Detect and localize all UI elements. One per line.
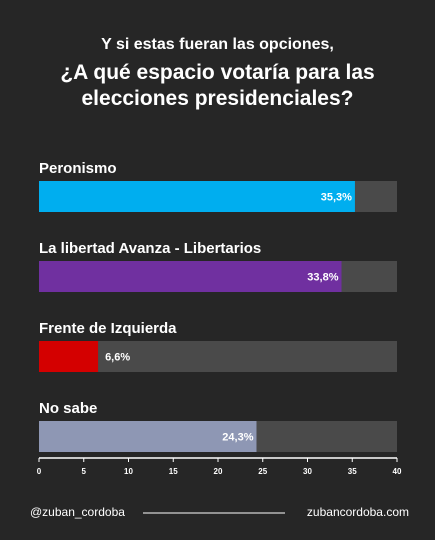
category-label: Frente de Izquierda xyxy=(39,320,177,337)
value-label: 33,8% xyxy=(307,271,338,283)
value-label: 24,3% xyxy=(222,431,253,443)
bar-track xyxy=(39,341,397,372)
x-tick-label: 25 xyxy=(258,467,267,476)
value-label: 35,3% xyxy=(321,191,352,203)
category-label: La libertad Avanza - Libertarios xyxy=(39,240,261,257)
bar xyxy=(39,341,99,372)
value-label: 6,6% xyxy=(105,351,130,363)
x-tick-label: 15 xyxy=(169,467,178,476)
bar xyxy=(39,261,342,292)
category-label: Peronismo xyxy=(39,160,117,177)
footer-right: zubancordoba.com xyxy=(307,505,409,519)
x-tick-label: 5 xyxy=(82,467,87,476)
chart-subtitle: Y si estas fueran las opciones, xyxy=(101,36,334,53)
bar xyxy=(39,421,257,452)
x-tick-label: 10 xyxy=(124,467,133,476)
bar xyxy=(39,181,355,212)
x-tick-label: 20 xyxy=(214,467,223,476)
x-tick-label: 0 xyxy=(37,467,42,476)
chart-title: ¿A qué espacio votaría para las eleccion… xyxy=(60,61,375,110)
x-tick-label: 35 xyxy=(348,467,357,476)
x-tick-label: 30 xyxy=(303,467,312,476)
footer-left: @zuban_cordoba xyxy=(30,505,125,519)
x-tick-label: 40 xyxy=(393,467,402,476)
category-label: No sabe xyxy=(39,400,97,417)
